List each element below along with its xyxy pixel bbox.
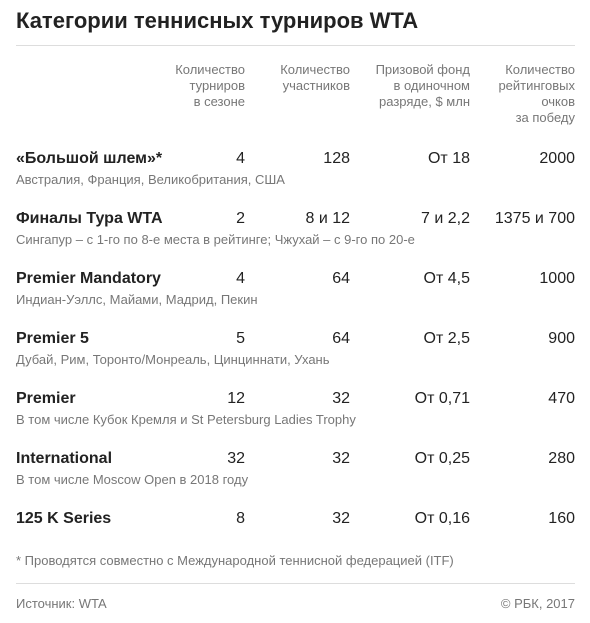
cell: 32	[332, 510, 350, 527]
row-note: В том числе Moscow Open в 2018 году	[16, 472, 249, 487]
row-name: International	[16, 450, 113, 467]
row-note: Индиан-Уэллс, Майами, Мадрид, Пекин	[16, 292, 258, 307]
cell: От 0,71	[414, 390, 470, 407]
cell: 64	[332, 270, 350, 287]
cell: От 0,16	[414, 510, 470, 527]
cell: От 0,25	[414, 450, 470, 467]
cell: 2	[236, 210, 245, 227]
row-note: Дубай, Рим, Торонто/Монреаль, Цинциннати…	[16, 352, 330, 367]
cell: 128	[323, 150, 350, 167]
column-header: турниров	[189, 78, 246, 93]
cell: От 2,5	[423, 330, 470, 347]
cell: 4	[236, 150, 245, 167]
cell: От 4,5	[423, 270, 470, 287]
cell: 8 и 12	[305, 210, 350, 227]
cell: От 18	[427, 150, 470, 167]
cell: 1375 и 700	[494, 210, 575, 227]
row-name: Premier 5	[16, 330, 89, 347]
cell: 900	[548, 330, 575, 347]
row-name: Финалы Тура WTA	[16, 210, 163, 227]
column-header: Количество	[280, 62, 350, 77]
cell: 32	[332, 390, 350, 407]
cell: 2000	[539, 150, 575, 167]
column-header: Количество	[505, 62, 575, 77]
divider	[16, 45, 575, 46]
column-header: в сезоне	[193, 94, 245, 109]
cell: 7 и 2,2	[421, 210, 470, 227]
cell: 32	[332, 450, 350, 467]
title: Категории теннисных турниров WTA	[16, 8, 419, 33]
cell: 5	[236, 330, 245, 347]
column-header: Призовой фонд	[375, 62, 470, 77]
copyright: © РБК, 2017	[500, 596, 575, 611]
cell: 12	[227, 390, 245, 407]
row-name: «Большой шлем»*	[16, 150, 163, 167]
cell: 64	[332, 330, 350, 347]
cell: 1000	[539, 270, 575, 287]
row-name: Premier Mandatory	[16, 270, 161, 287]
row-note: Сингапур – с 1-го по 8-е места в рейтинг…	[16, 232, 415, 247]
row-note: В том числе Кубок Кремля и St Petersburg…	[16, 412, 356, 427]
cell: 160	[548, 510, 575, 527]
column-header: разряде, $ млн	[379, 94, 470, 109]
cell: 470	[548, 390, 575, 407]
cell: 32	[227, 450, 245, 467]
column-header: Количество	[175, 62, 245, 77]
footnote: * Проводятся совместно с Международной т…	[16, 553, 454, 568]
column-header: очков	[541, 94, 575, 109]
column-header: в одиночном	[393, 78, 470, 93]
column-header: участников	[282, 78, 350, 93]
cell: 4	[236, 270, 245, 287]
column-header: за победу	[515, 110, 575, 125]
cell: 280	[548, 450, 575, 467]
row-name: 125 K Series	[16, 510, 112, 527]
row-name: Premier	[16, 390, 76, 407]
cell: 8	[236, 510, 245, 527]
divider	[16, 583, 575, 584]
row-note: Австралия, Франция, Великобритания, США	[16, 172, 285, 187]
column-header: рейтинговых	[498, 78, 575, 93]
source: Источник: WTA	[16, 596, 107, 611]
